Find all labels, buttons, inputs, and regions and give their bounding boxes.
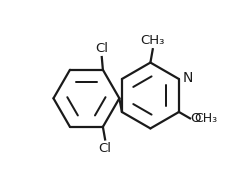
Text: Cl: Cl <box>95 42 108 55</box>
Text: CH₃: CH₃ <box>140 34 165 47</box>
Text: CH₃: CH₃ <box>194 112 218 125</box>
Text: O: O <box>190 112 201 125</box>
Text: N: N <box>183 71 193 85</box>
Text: Cl: Cl <box>98 142 112 155</box>
